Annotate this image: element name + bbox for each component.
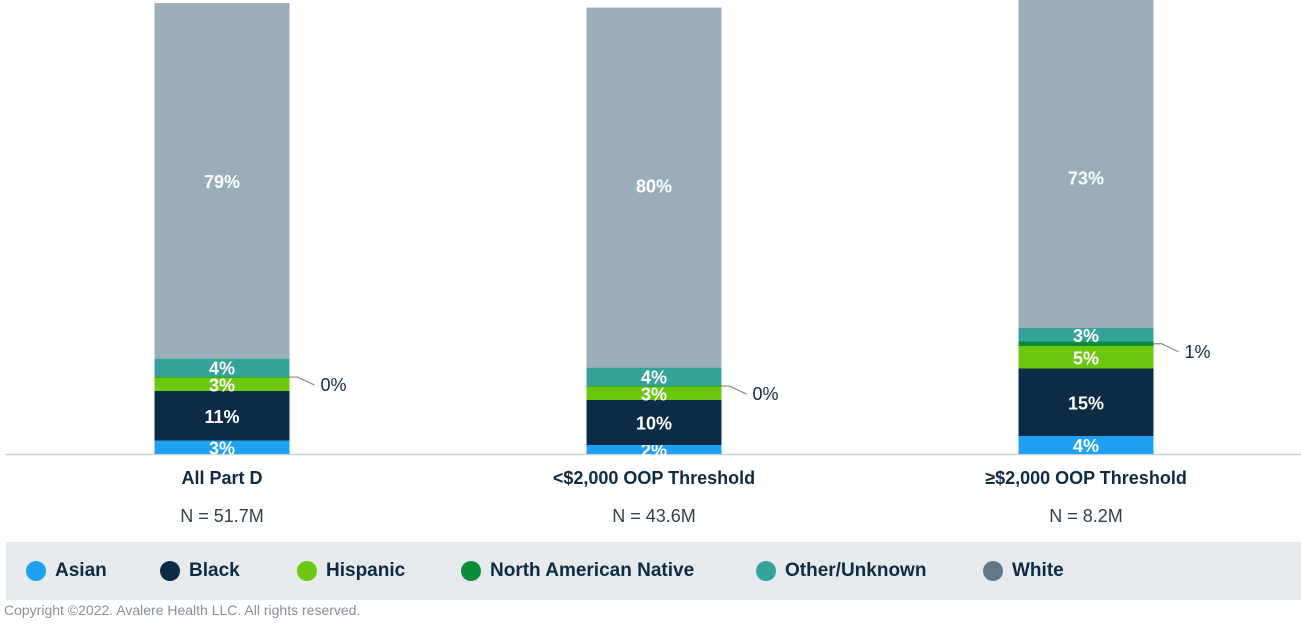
- legend-label-black: Black: [189, 560, 240, 581]
- bar-segment-north-american-native-3: [1018, 341, 1154, 346]
- legend-swatch-north-american-native-icon: [461, 561, 481, 581]
- bar-segment-white-2: [586, 7, 722, 368]
- bar-segment-asian-3: [1018, 436, 1154, 454]
- legend-swatch-hispanic-icon: [297, 561, 317, 581]
- legend-label-white: White: [1012, 560, 1064, 581]
- bar-segment-other-unknown-1: [154, 358, 290, 377]
- legend-label-hispanic: Hispanic: [326, 560, 406, 581]
- data-label-hispanic-1: 3%: [209, 375, 235, 395]
- data-label-black-1: 11%: [204, 407, 239, 427]
- category-label-above-threshold: ≥$2,000 OOP Threshold: [985, 468, 1187, 488]
- data-label-asian-3: 4%: [1073, 436, 1099, 456]
- data-label-other-unknown-1: 4%: [209, 359, 235, 379]
- bar-segment-asian-1: [154, 440, 290, 454]
- bar-segment-hispanic-3: [1018, 346, 1154, 369]
- data-label-hispanic-2: 3%: [641, 384, 667, 404]
- data-label-north-american-native-2: 0%: [753, 384, 779, 404]
- data-label-white-3: 73%: [1068, 169, 1104, 189]
- sample-size-below-threshold: N = 43.6M: [612, 506, 696, 526]
- copyright-notice: Copyright ©2022. Avalere Health LLC. All…: [4, 602, 361, 618]
- bar-segment-black-1: [154, 391, 290, 441]
- legend-item-asian: Asian: [26, 542, 107, 600]
- legend-item-hispanic: Hispanic: [297, 542, 405, 600]
- bar-segment-hispanic-1: [154, 377, 290, 391]
- callout-line-north-american-native-2: [721, 385, 747, 395]
- legend-item-north-american-native: North American Native: [461, 542, 694, 600]
- data-label-black-2: 10%: [636, 414, 672, 434]
- legend-swatch-asian-icon: [26, 561, 46, 581]
- legend-label-asian: Asian: [55, 560, 107, 581]
- bar-segment-hispanic-2: [586, 386, 722, 400]
- bar-segment-black-3: [1018, 368, 1154, 436]
- bar-segment-black-2: [586, 400, 722, 445]
- stacked-bar-chart: 3% 11% 3% 0% 4% 79% 2% 10% 3% 0% 4% 80% 4% 15% 5% 1% 3% 7…: [6, 0, 1301, 461]
- data-label-other-unknown-3: 3%: [1073, 326, 1099, 346]
- data-label-white-2: 80%: [636, 177, 672, 197]
- bar-segment-asian-2: [586, 445, 722, 454]
- bar-segment-white-3: [1018, 0, 1154, 328]
- callout-line-north-american-native-1: [289, 376, 315, 386]
- legend-swatch-other-unknown-icon: [756, 561, 776, 581]
- data-label-north-american-native-1: 0%: [321, 375, 347, 395]
- data-label-other-unknown-2: 4%: [641, 368, 667, 388]
- legend-swatch-white-icon: [983, 561, 1003, 581]
- category-label-all-part-d: All Part D: [181, 468, 263, 488]
- legend-label-other-unknown: Other/Unknown: [785, 560, 927, 581]
- bar-segment-north-american-native-2: [586, 385, 722, 387]
- callout-line-north-american-native-3: [1153, 343, 1179, 353]
- sample-size-all-part-d: N = 51.7M: [180, 506, 264, 526]
- data-label-white-1: 79%: [204, 172, 240, 192]
- sample-size-above-threshold: N = 8.2M: [1049, 506, 1123, 526]
- bar-segment-other-unknown-2: [586, 367, 722, 386]
- data-label-north-american-native-3: 1%: [1185, 342, 1211, 362]
- legend: Asian Black Hispanic North American Nati…: [6, 542, 1301, 600]
- legend-item-black: Black: [160, 542, 240, 600]
- bar-segment-other-unknown-3: [1018, 328, 1154, 342]
- category-label-below-threshold: <$2,000 OOP Threshold: [552, 468, 756, 488]
- data-label-hispanic-3: 5%: [1073, 348, 1099, 368]
- legend-item-white: White: [983, 542, 1064, 600]
- legend-swatch-black-icon: [160, 561, 180, 581]
- data-label-black-3: 15%: [1068, 393, 1104, 413]
- legend-item-other-unknown: Other/Unknown: [756, 542, 926, 600]
- legend-label-north-american-native: North American Native: [490, 560, 695, 581]
- bar-segment-white-1: [154, 3, 290, 359]
- data-label-asian-2: 2%: [641, 441, 667, 461]
- bar-segment-north-american-native-1: [154, 376, 290, 378]
- data-label-asian-1: 3%: [209, 438, 235, 458]
